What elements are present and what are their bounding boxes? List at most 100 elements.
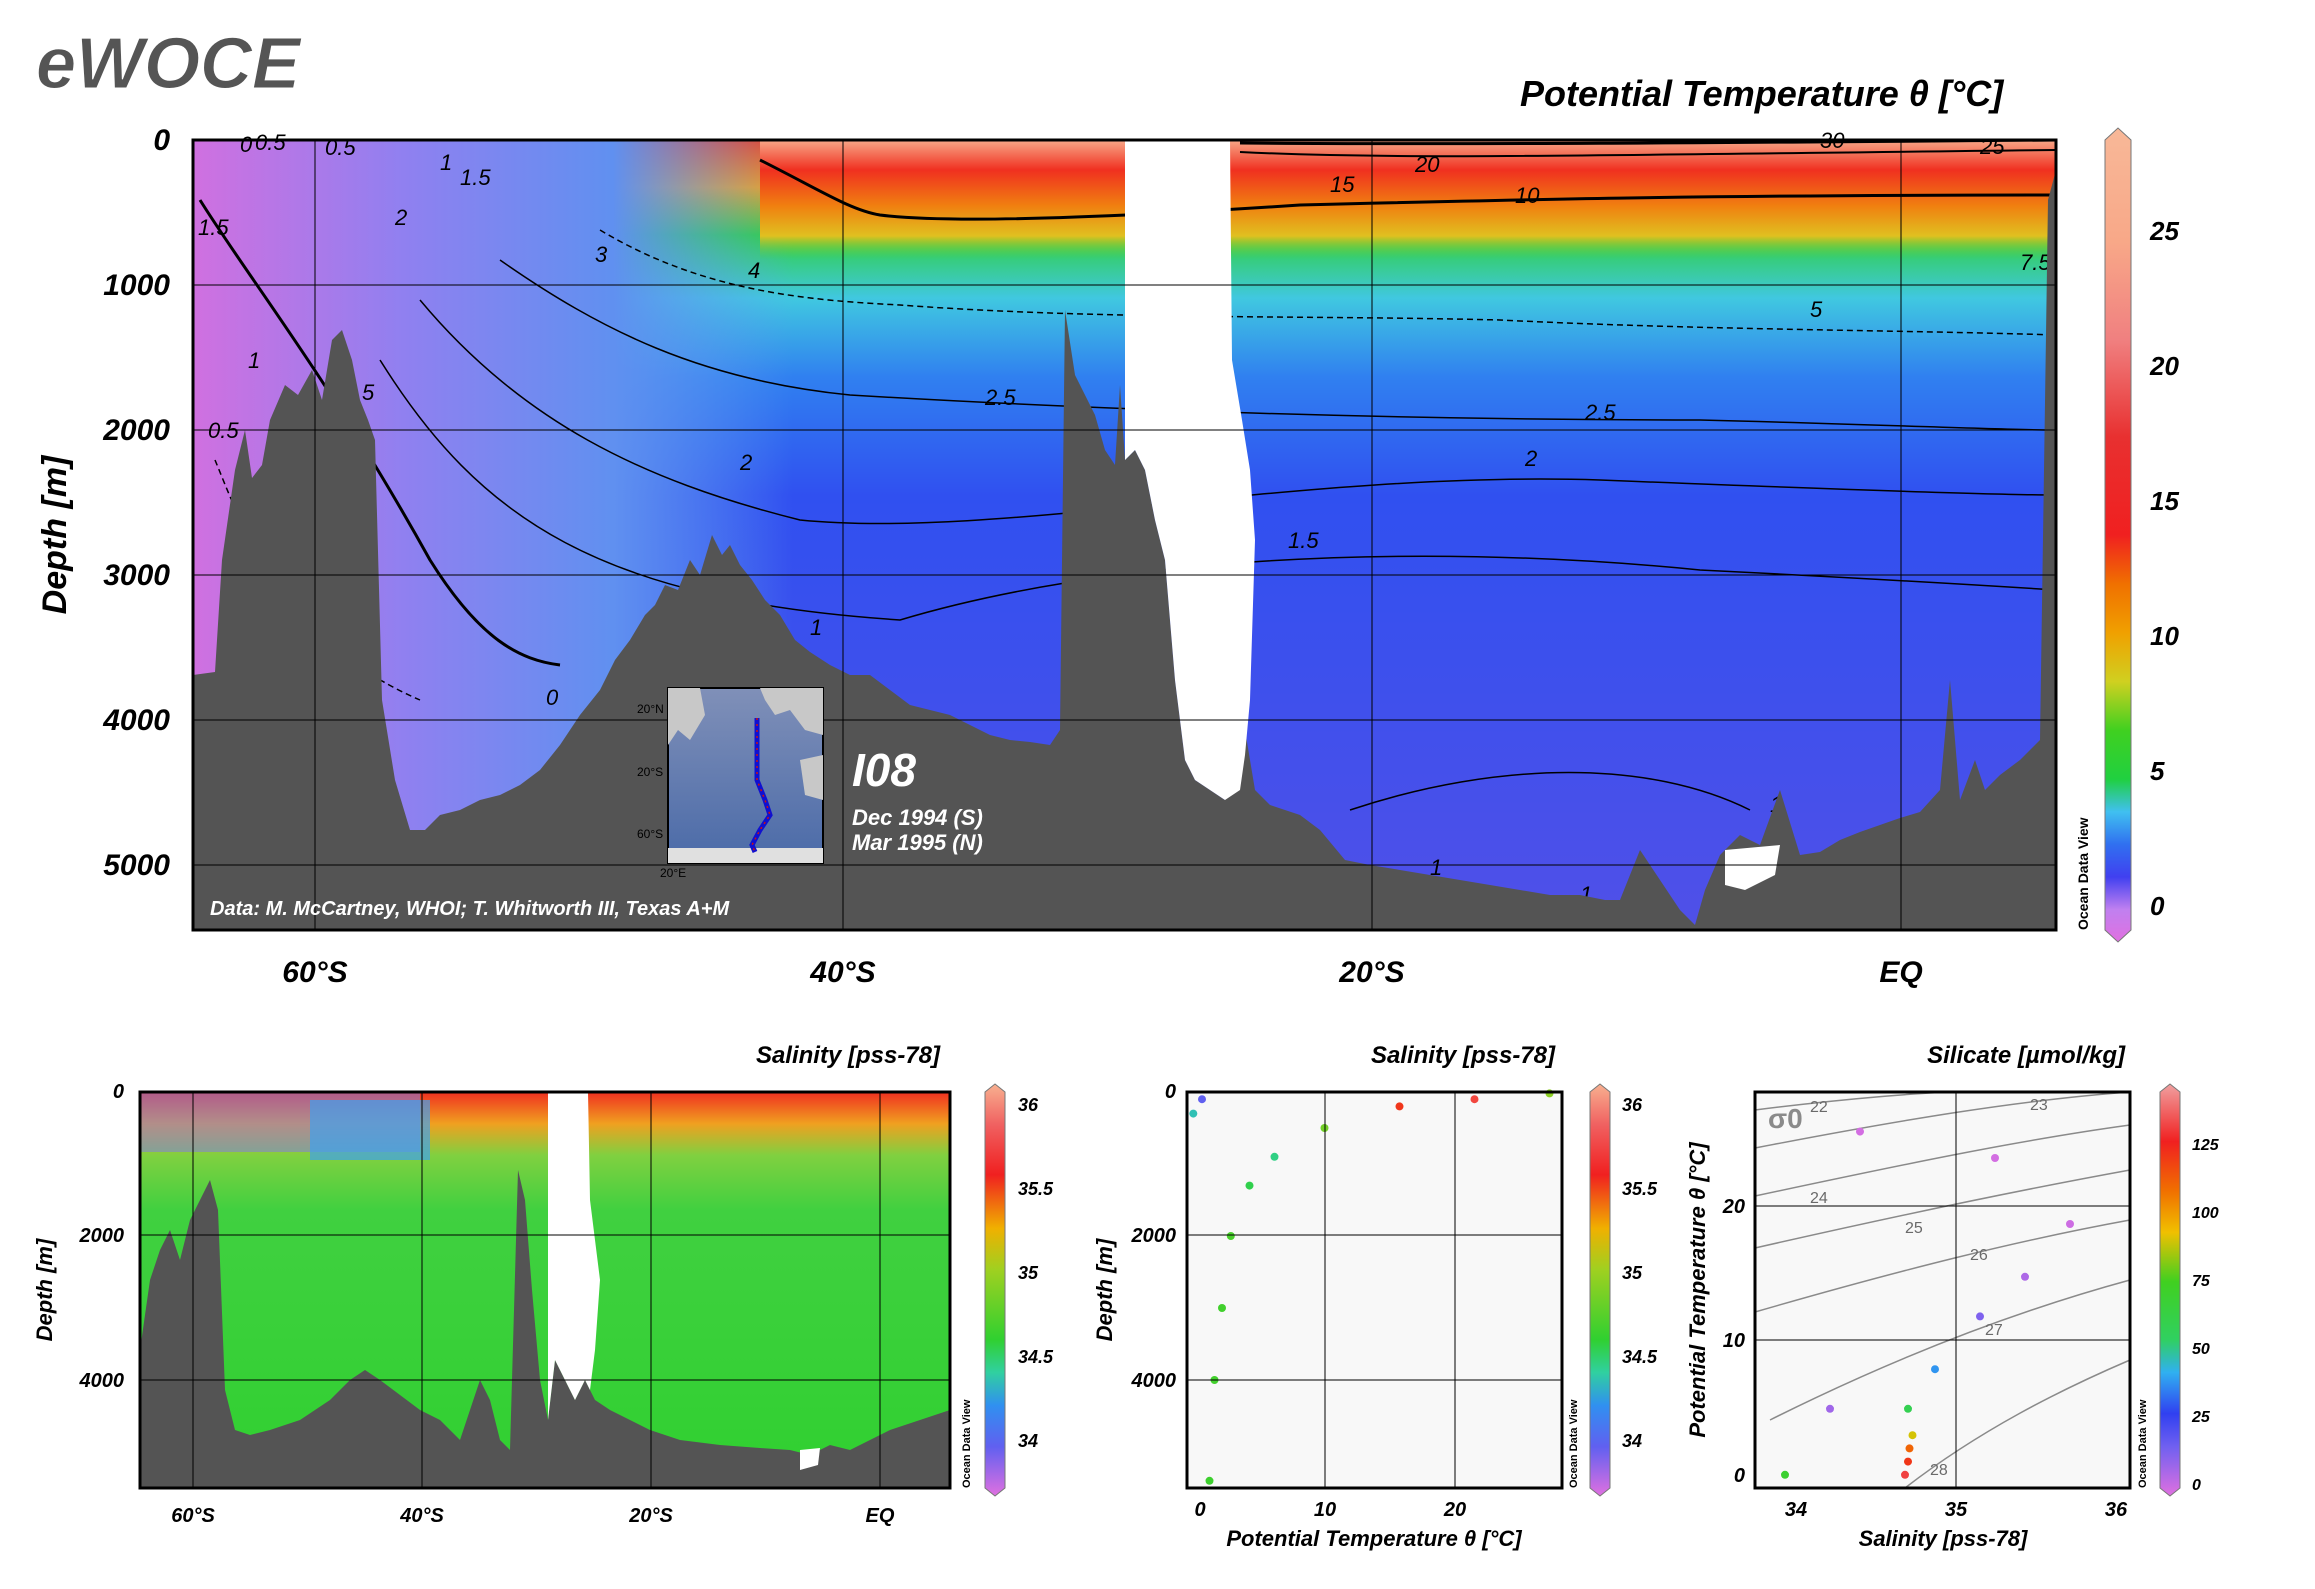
cruise-date-south: Dec 1994 (S) xyxy=(852,805,983,830)
y-tick-label: 0 xyxy=(1165,1081,1176,1103)
y-tick-label: 2000 xyxy=(1131,1225,1177,1247)
x-tick-label: 20 xyxy=(1443,1499,1466,1521)
isotherm-2-5 xyxy=(499,259,2057,431)
colorbar-tick-label: 25 xyxy=(2149,216,2179,246)
isopycnal-label: 28 xyxy=(1930,1462,1948,1479)
contour-label: 1 xyxy=(440,150,452,175)
data-point xyxy=(1395,1102,1404,1111)
salinity-y-axis-label: Depth [m] xyxy=(32,1238,57,1341)
y-tick-label: 10 xyxy=(1723,1330,1745,1352)
data-point xyxy=(1991,1154,1999,1162)
temperature-colorbar xyxy=(2104,127,2132,943)
salinity-data-gap xyxy=(548,1092,600,1420)
ts-x-axis-label: Salinity [pss-78] xyxy=(1859,1526,2028,1551)
isotherm-0 xyxy=(198,199,561,667)
colorbar-tick-label: 0 xyxy=(2192,1477,2201,1494)
inset-map-station-marks xyxy=(751,718,771,853)
x-tick-label: EQ xyxy=(1879,956,1922,989)
salinity-intermediate-low xyxy=(310,1100,430,1160)
y-tick-label: 4000 xyxy=(1131,1370,1177,1392)
salinity-section-plot: Salinity [pss-78] 0 2000 4000 Depth [m] … xyxy=(32,1042,1054,1527)
y-tick-label: 0 xyxy=(153,124,170,157)
x-tick-label: EQ xyxy=(866,1505,895,1527)
contour-label: 1.5 xyxy=(198,215,229,240)
y-tick-label: 1000 xyxy=(103,269,170,302)
isopycnal-line xyxy=(1904,1359,2131,1489)
ts-points xyxy=(1781,1127,2074,1479)
main-y-axis-label: Depth [m] xyxy=(36,454,74,614)
x-tick-label: 20°S xyxy=(1338,956,1404,989)
contour-label: 10 xyxy=(1515,183,1540,208)
data-point xyxy=(1904,1457,1912,1466)
isopycnal-label: 25 xyxy=(1905,1220,1923,1237)
data-gap xyxy=(1125,140,1255,800)
inset-lat-label: 60°S xyxy=(637,827,663,841)
contour-label: 15 xyxy=(1330,172,1355,197)
ts-isopycnal-labels: 22 23 24 25 26 27 28 xyxy=(1810,1097,2048,1479)
contour-label: 2.5 xyxy=(984,385,1016,410)
x-tick-label: 34 xyxy=(1785,1499,1807,1521)
data-point xyxy=(1218,1304,1226,1312)
colorbar-tick-label: 10 xyxy=(2150,621,2179,651)
contour-label: 0.5 xyxy=(255,130,286,155)
isopycnal-label: 24 xyxy=(1810,1190,1828,1207)
ts-frame xyxy=(1753,1090,2132,1490)
y-tick-label: 2000 xyxy=(79,1225,125,1247)
colorbar-tick-label: 25 xyxy=(2191,1409,2211,1426)
colorbar-tick-label: 15 xyxy=(2150,486,2179,516)
salinity-section-title: Salinity [pss-78] xyxy=(756,1042,941,1069)
odv-watermark: Ocean Data View xyxy=(961,1399,973,1488)
isopycnal-label: 23 xyxy=(2030,1097,2048,1114)
depth-theta-y-axis-label: Depth [m] xyxy=(1092,1238,1117,1341)
data-point xyxy=(1781,1470,1789,1479)
depth-theta-scatter-plot: Salinity [pss-78] 0 2000 4000 Depth [m] … xyxy=(1092,1042,1658,1551)
ts-title: Silicate [µmol/kg] xyxy=(1927,1042,2126,1069)
y-tick-label: 4000 xyxy=(102,704,170,737)
depth-theta-colorbar xyxy=(1589,1083,1611,1497)
data-point xyxy=(2021,1272,2029,1281)
colorbar-tick-label: 36 xyxy=(1622,1095,1643,1115)
isotherm-15 xyxy=(1239,149,2057,158)
colorbar-tick-label: 20 xyxy=(2149,351,2179,381)
contour-label: 0 xyxy=(546,685,559,710)
depth-theta-plot-area xyxy=(1187,1092,1562,1488)
colorbar-tick-label: 35.5 xyxy=(1018,1179,1054,1199)
inset-map-asia xyxy=(760,688,823,735)
seafloor xyxy=(193,170,2056,930)
colorbar-tick-label: 35 xyxy=(1622,1263,1643,1283)
surface-warm-layer xyxy=(760,140,2056,260)
ts-y-axis-label: Potential Temperature θ [°C] xyxy=(1685,1142,1710,1438)
salinity-colorbar-ticks: 36 35.5 35 34.5 34 xyxy=(1018,1095,1054,1451)
data-point xyxy=(1205,1476,1214,1485)
isotherm-10 xyxy=(759,158,2057,221)
odv-watermark: Ocean Data View xyxy=(2137,1399,2149,1488)
cruise-date-north: Mar 1995 (N) xyxy=(852,830,983,855)
y-tick-label: 4000 xyxy=(79,1370,125,1392)
x-tick-label: 60°S xyxy=(171,1505,215,1527)
main-grid xyxy=(193,140,2056,930)
colorbar-tick-label: 0 xyxy=(2150,891,2165,921)
x-tick-label: 36 xyxy=(2105,1499,2128,1521)
data-point xyxy=(1976,1312,1984,1321)
isopycnal-label: 26 xyxy=(1970,1247,1988,1264)
data-point xyxy=(1470,1095,1479,1104)
isopycnal-label: 27 xyxy=(1985,1322,2003,1339)
contour-label: 1 xyxy=(248,348,260,373)
contour-label: 20 xyxy=(1414,152,1440,177)
contour-label: 2 xyxy=(739,450,752,475)
y-tick-label: 0 xyxy=(113,1081,124,1103)
y-tick-label: 2000 xyxy=(102,414,170,447)
colorbar-tick-label: 75 xyxy=(2192,1273,2211,1290)
data-point xyxy=(1226,1232,1235,1240)
inset-lat-label: 20°S xyxy=(637,765,663,779)
ts-y-ticks: 0 10 20 xyxy=(1722,1196,1745,1487)
main-y-ticks: 0 1000 2000 3000 4000 5000 xyxy=(102,124,170,882)
isopycnal-label: 22 xyxy=(1810,1099,1828,1116)
salinity-seafloor xyxy=(140,1170,950,1488)
contour-label: 1.5 xyxy=(1288,528,1319,553)
salinity-grid xyxy=(140,1092,950,1488)
depth-theta-x-axis-label: Potential Temperature θ [°C] xyxy=(1226,1526,1522,1551)
data-point xyxy=(1905,1444,1914,1453)
inset-map-antarctica xyxy=(668,848,823,863)
inset-map-australia xyxy=(800,755,823,800)
